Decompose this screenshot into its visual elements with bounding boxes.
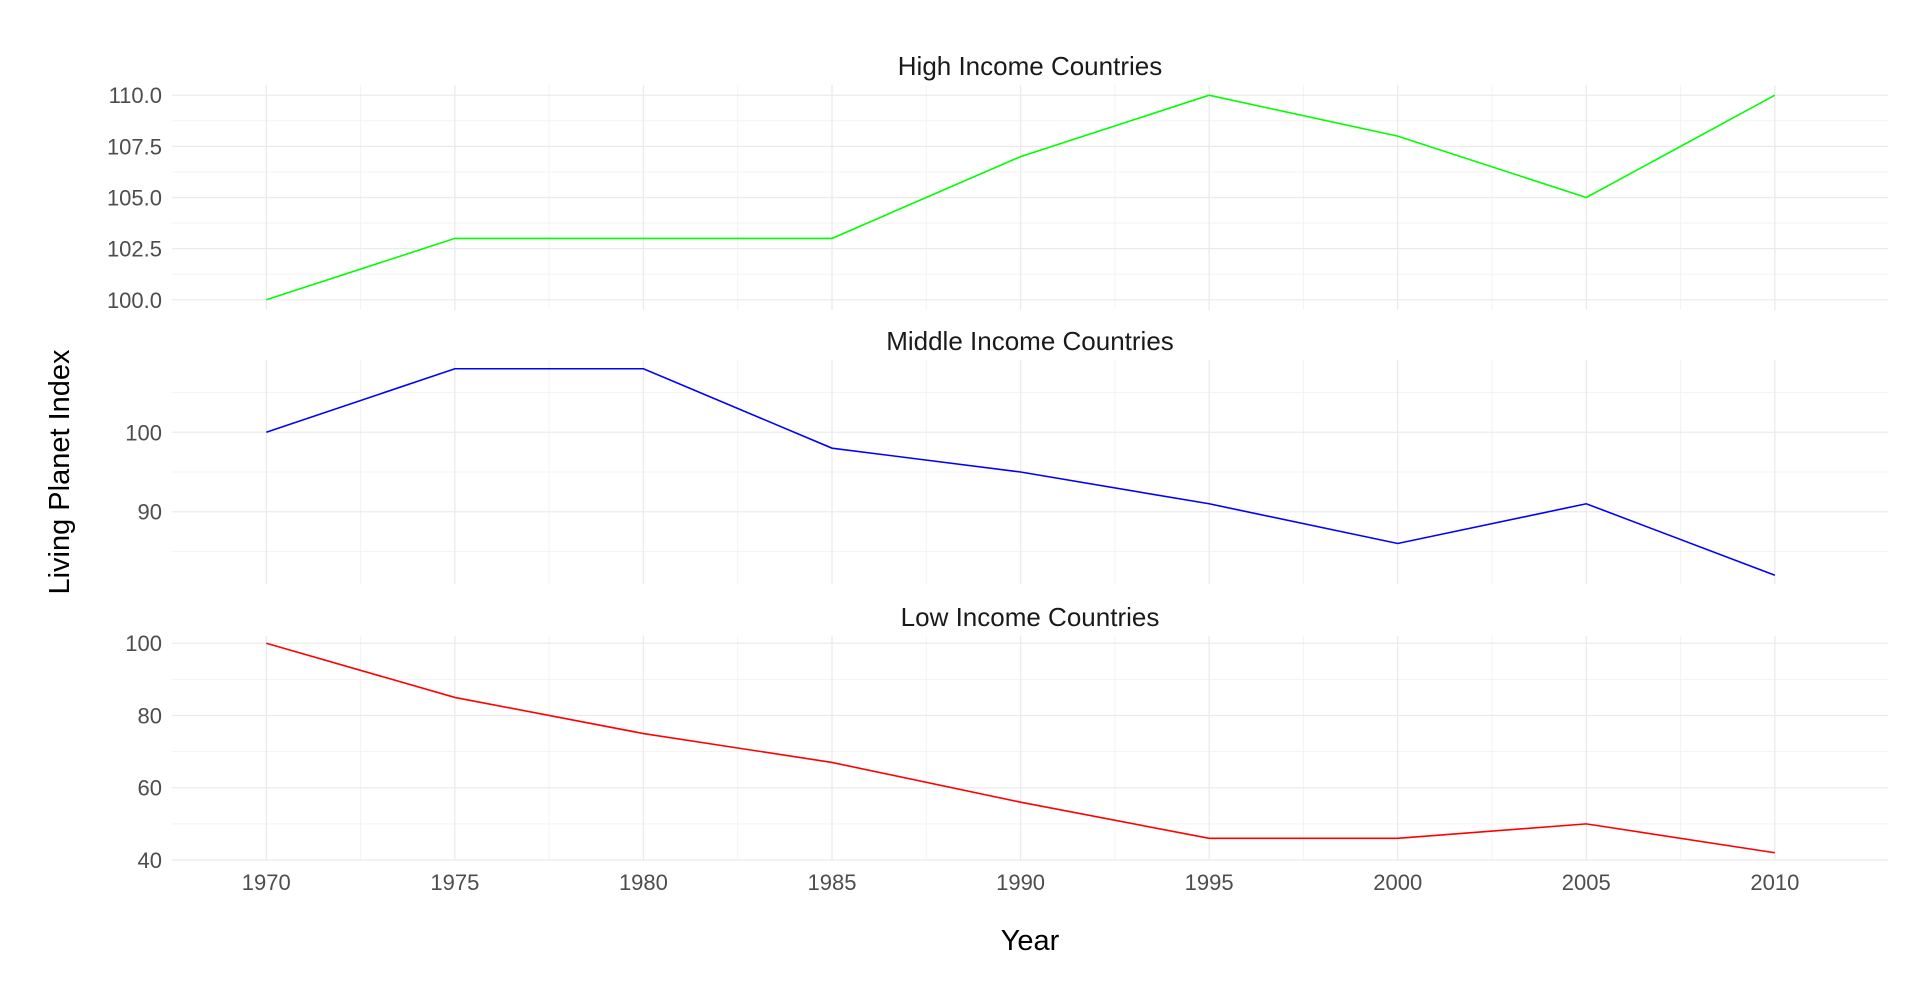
series-line: [266, 642, 1775, 854]
x-tick-label: 1970: [242, 870, 291, 895]
y-tick-label: 100: [125, 631, 162, 656]
x-tick-label: 1995: [1185, 870, 1234, 895]
x-axis-ticks: 1970 1975 1980 1985 1990 1995 2000 2005 2010: [242, 870, 1800, 895]
panel-2: 90 100 Middle Income Countries: [125, 326, 1888, 584]
x-tick-label: 2000: [1373, 870, 1422, 895]
panel-3: 40 60 80 100 Low Income Countries: [125, 602, 1888, 873]
y-tick-label: 40: [138, 848, 162, 873]
x-tick-label: 2005: [1562, 870, 1611, 895]
y-tick-label: 100: [125, 420, 162, 445]
y-tick-label: 60: [138, 776, 162, 801]
y-tick-label: 107.5: [107, 134, 162, 159]
y-tick-label: 110.0: [109, 83, 162, 108]
x-tick-label: 1990: [996, 870, 1045, 895]
y-tick-label: 105.0: [107, 186, 162, 211]
x-tick-label: 2010: [1750, 870, 1799, 895]
y-tick-label: 80: [138, 703, 162, 728]
series-line: [266, 367, 1776, 577]
panel-title: High Income Countries: [898, 51, 1162, 81]
panel-title: Low Income Countries: [901, 602, 1160, 632]
panel-title: Middle Income Countries: [886, 326, 1174, 356]
y-tick-label: 90: [138, 500, 162, 525]
panel-1: 100.0 102.5 105.0 107.5 110.0 High Income Cou…: [107, 51, 1888, 313]
y-tick-label: 102.5: [107, 237, 162, 262]
x-tick-label: 1980: [619, 870, 668, 895]
x-tick-label: 1985: [808, 870, 857, 895]
panels-layer: 100.0 102.5 105.0 107.5 110.0 High Income Cou…: [107, 51, 1888, 873]
series-line: [266, 94, 1776, 301]
x-axis-title: Year: [1001, 925, 1060, 957]
y-tick-label: 100.0: [107, 288, 162, 313]
y-axis-title: Living Planet Index: [44, 349, 76, 595]
x-tick-label: 1975: [430, 870, 479, 895]
